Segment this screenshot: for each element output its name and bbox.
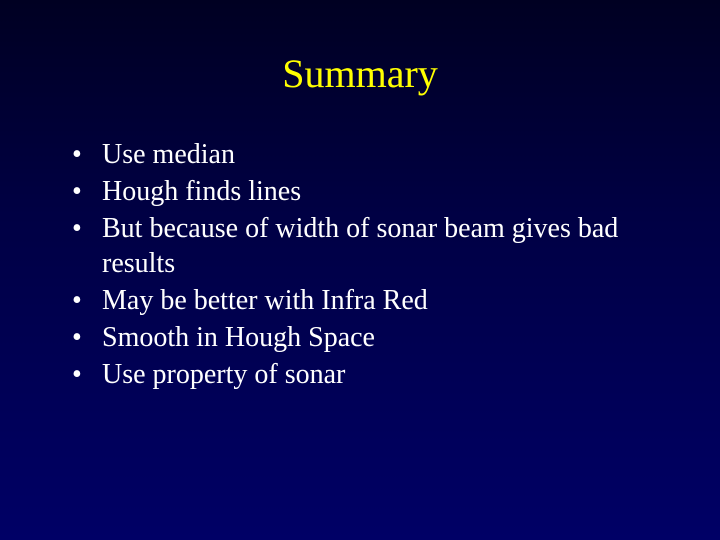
slide-container: Summary Use median Hough finds lines But… bbox=[0, 0, 720, 540]
list-item: But because of width of sonar beam gives… bbox=[72, 211, 660, 281]
slide-title: Summary bbox=[60, 50, 660, 97]
list-item: Use median bbox=[72, 137, 660, 172]
list-item: Smooth in Hough Space bbox=[72, 320, 660, 355]
list-item: Hough finds lines bbox=[72, 174, 660, 209]
list-item: Use property of sonar bbox=[72, 357, 660, 392]
list-item: May be better with Infra Red bbox=[72, 283, 660, 318]
bullet-list: Use median Hough finds lines But because… bbox=[60, 137, 660, 392]
